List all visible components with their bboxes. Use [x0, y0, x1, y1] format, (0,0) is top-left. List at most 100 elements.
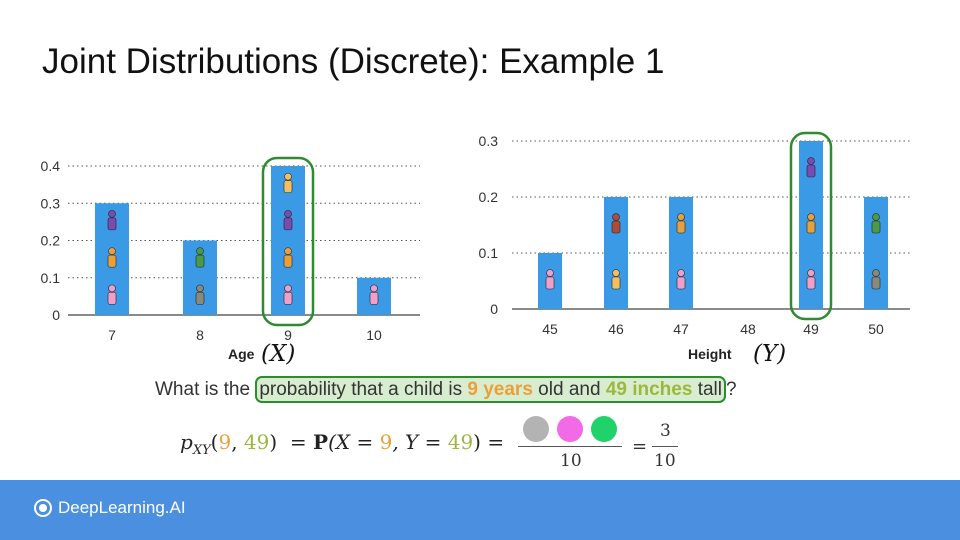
y-tick-label: 0.1 [41, 270, 61, 286]
x-tick-label: 8 [196, 327, 204, 343]
child-icon [545, 276, 555, 290]
x-tick-label: 49 [803, 321, 819, 337]
child-icon [872, 213, 880, 221]
fraction-right-equals: = [632, 436, 648, 457]
child-icon [807, 269, 815, 277]
y-tick-label: 0 [52, 307, 60, 323]
question-prefix: What is the [155, 379, 256, 400]
child-icon [546, 269, 554, 277]
child-icon [195, 254, 205, 268]
y-tick-label: 0.3 [41, 195, 61, 211]
x-axis-label: Age [228, 346, 255, 362]
x-tick-label: 45 [542, 321, 558, 337]
slide-title: Joint Distributions (Discrete): Example … [42, 42, 665, 81]
child-icon [107, 254, 117, 268]
child-icon [871, 220, 881, 234]
y-tick-label: 0.3 [479, 133, 499, 149]
child-icon [872, 269, 880, 277]
child-icon [611, 220, 621, 234]
child-icon [612, 213, 620, 221]
child-icon [196, 247, 204, 255]
y-tick-label: 0 [490, 301, 498, 317]
child-icon [806, 276, 816, 290]
formula-x-value: 9 [218, 430, 232, 454]
child-icon [108, 210, 116, 218]
fraction-line-right [652, 446, 678, 447]
question-text: What is the probability that a child is … [155, 376, 737, 403]
deeplearning-logo-icon [34, 499, 52, 517]
x-tick-label: 7 [108, 327, 116, 343]
child-icon [283, 217, 293, 231]
child-icon [677, 269, 685, 277]
child-icon [612, 269, 620, 277]
child-icon [806, 164, 816, 178]
y-tick-label: 0.2 [479, 189, 499, 205]
fraction-left-denominator: 10 [560, 451, 582, 471]
child-icon [807, 157, 815, 165]
formula-P: P [313, 430, 329, 454]
child-icon [611, 276, 621, 290]
child-icon [108, 284, 116, 293]
highlight-outline [789, 131, 833, 321]
child-icon [871, 276, 881, 290]
formula-close: ) [269, 430, 278, 454]
child-icon [370, 284, 378, 293]
green-child-dot [591, 416, 617, 442]
fraction-right-numerator: 3 [660, 421, 671, 441]
question-height: 49 inches [605, 379, 693, 400]
x-tick-label: 9 [284, 327, 292, 343]
formula-pmid2: , Y = [392, 430, 448, 454]
child-icon [283, 254, 293, 268]
y-tick-label: 0.1 [479, 245, 499, 261]
x-axis-variable: (Y) [753, 341, 786, 367]
child-icon [677, 213, 685, 221]
formula-P-y: 49 [447, 430, 474, 454]
footer-bar [0, 480, 960, 540]
x-tick-label: 50 [868, 321, 884, 337]
fraction-right-denominator: 10 [654, 451, 676, 471]
highlight-outline [261, 156, 315, 327]
question-age: 9 years [467, 379, 533, 400]
brand-logo: DeepLearning.AI [34, 498, 186, 518]
brand-name: DeepLearning.AI [58, 498, 186, 517]
formula-comma: , [231, 430, 244, 454]
child-icon [283, 292, 293, 305]
child-icon [676, 276, 686, 290]
formula-pend: ) = [473, 430, 505, 454]
formula-pmid1: (X = [328, 430, 380, 454]
x-tick-label: 10 [366, 327, 382, 343]
child-icon [284, 247, 292, 255]
formula-P-x: 9 [379, 430, 393, 454]
child-icon [284, 172, 292, 181]
child-icon [807, 213, 815, 221]
child-icon [107, 292, 117, 305]
formula-open: ( [210, 430, 219, 454]
formula-p: p [180, 430, 193, 454]
child-icon [107, 217, 117, 231]
formula-equals: = [277, 430, 314, 454]
question-part-2: tall [692, 379, 722, 400]
child-icon [676, 220, 686, 234]
child-icon [284, 210, 292, 218]
child-icon [195, 292, 205, 305]
formula-subscript: XY [192, 443, 211, 458]
probability-formula: pXY(9, 49) = P(X = 9, Y = 49) = [180, 430, 504, 458]
joint-distribution-charts: 0 0.1 0.2 0.3 0.4 7 8 9 10 Age (X) 0 0.1 0.2 0.3 45 46 47… [41, 131, 910, 367]
x-tick-label: 48 [740, 321, 756, 337]
y-tick-label: 0.4 [41, 158, 61, 174]
gray-child-dot [523, 416, 549, 442]
fraction-line-left [518, 446, 622, 447]
y-tick-label: 0.2 [41, 233, 61, 249]
child-icon [284, 284, 292, 293]
question-suffix: ? [726, 379, 737, 400]
pink-child-dot [557, 416, 583, 442]
question-highlight: probability that a child is 9 years old … [255, 376, 726, 403]
child-icon [369, 292, 379, 305]
child-icon [283, 180, 293, 193]
question-part-1: probability that a child is [259, 379, 468, 400]
child-icon [806, 220, 816, 234]
formula-y-value: 49 [243, 430, 270, 454]
child-icon [108, 247, 116, 255]
child-icon [196, 284, 204, 293]
question-mid: old and [532, 379, 606, 400]
